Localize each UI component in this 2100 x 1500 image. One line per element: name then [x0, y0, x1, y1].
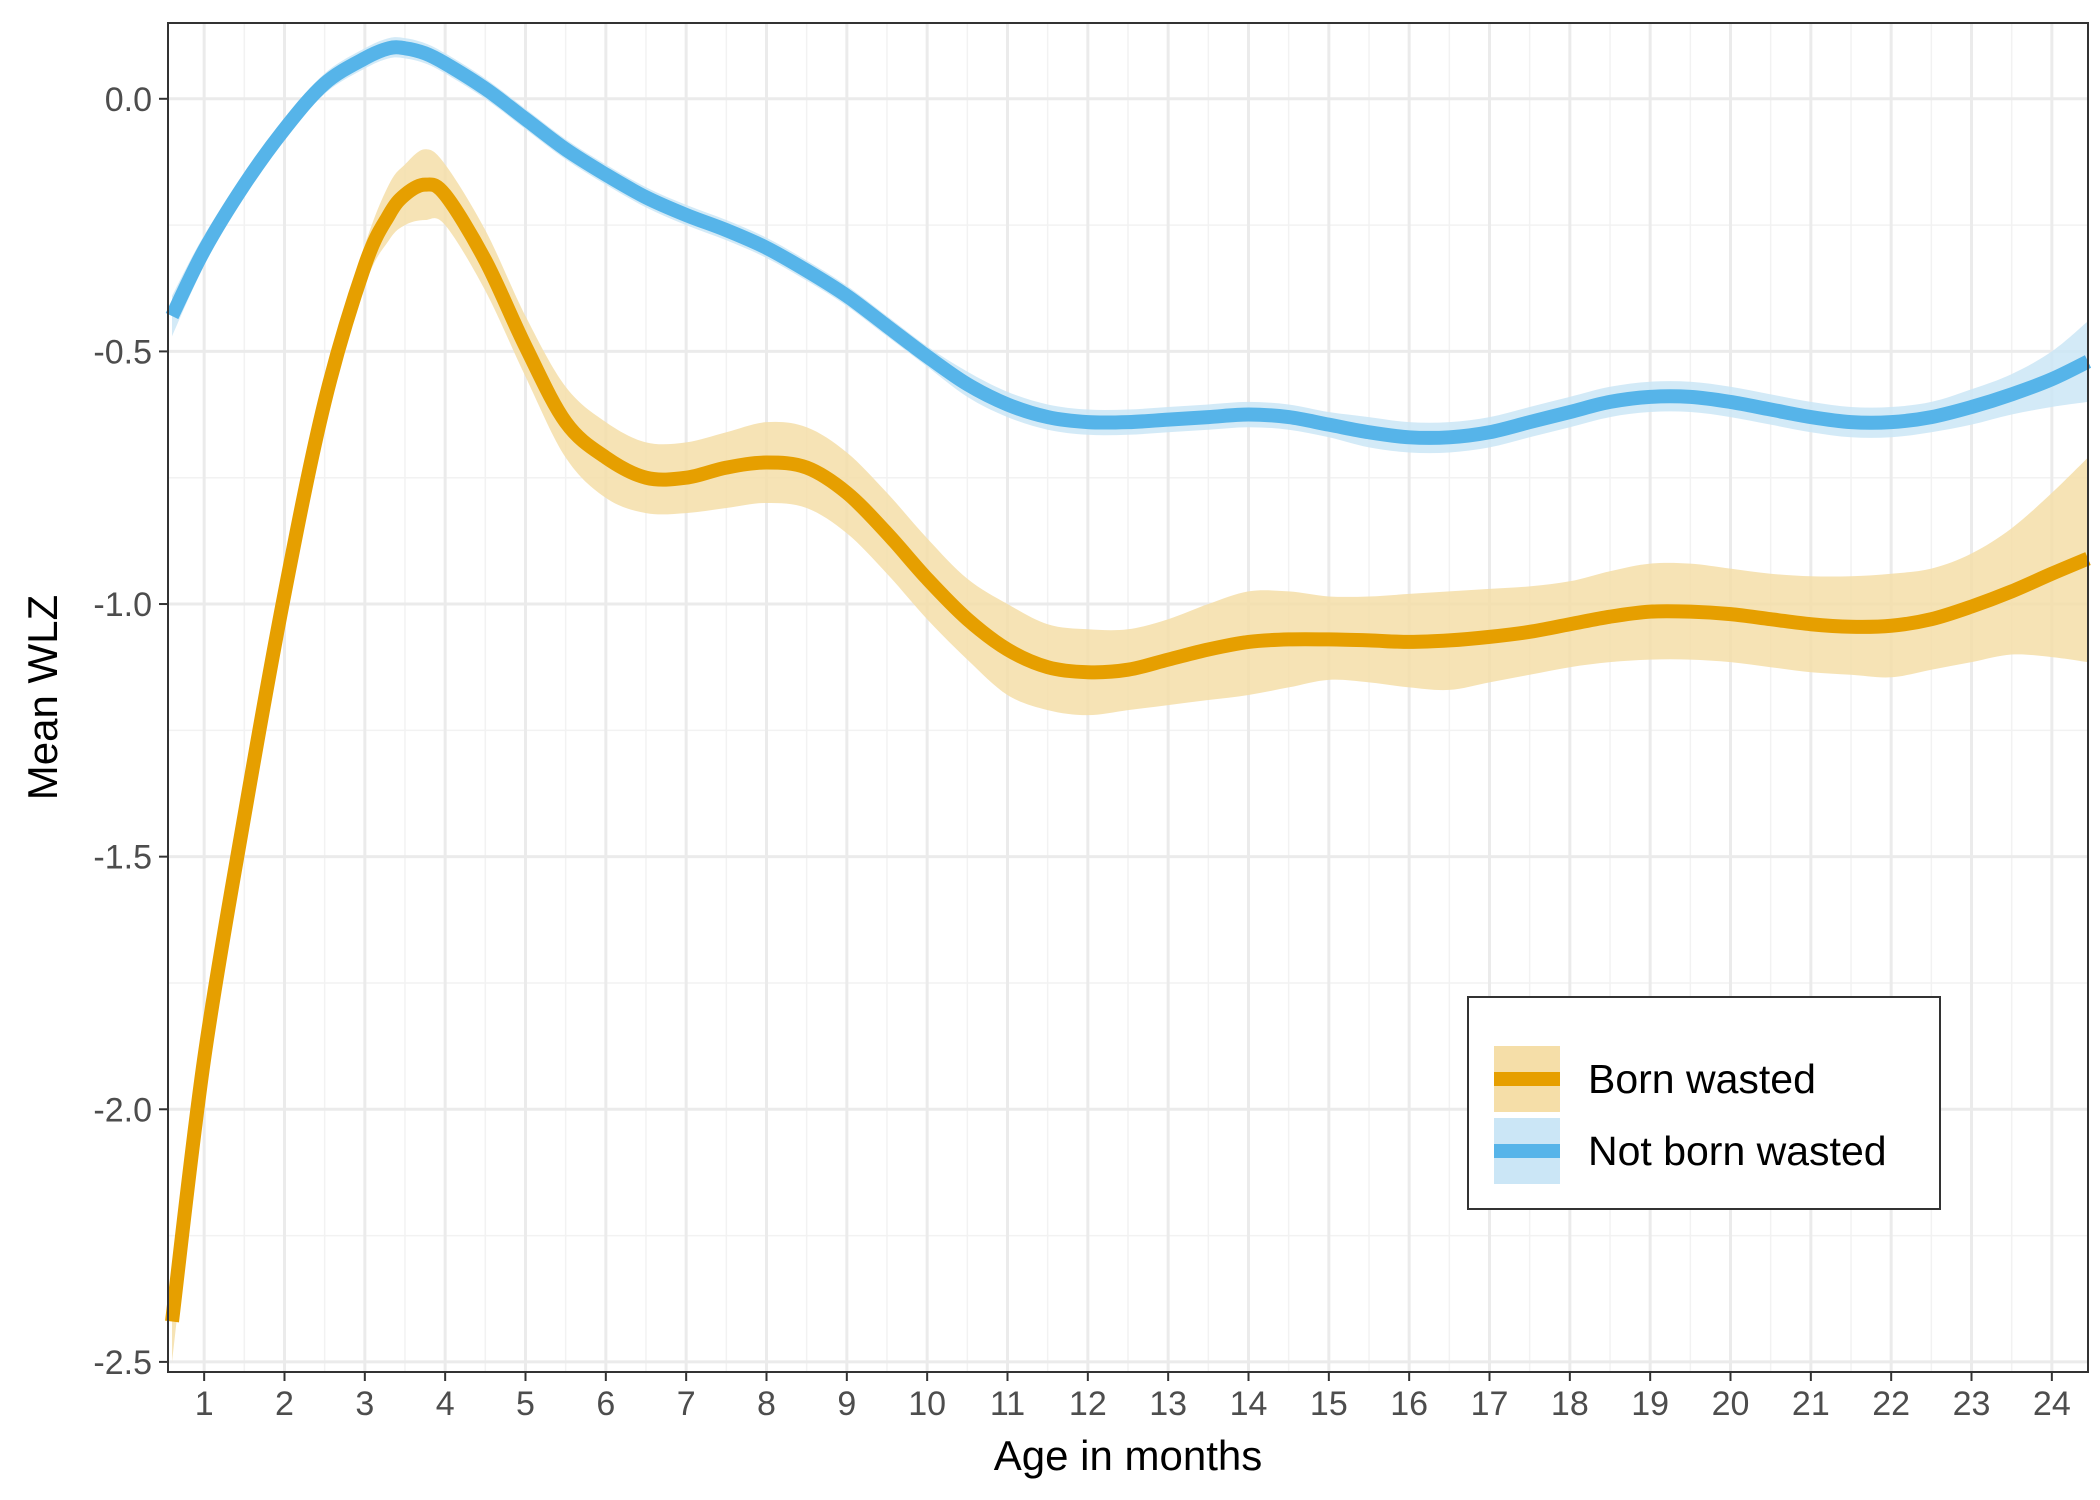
- x-tick-label: 8: [757, 1385, 776, 1423]
- legend-label-not-born-wasted: Not born wasted: [1588, 1128, 1887, 1174]
- y-tick-label: 0.0: [105, 81, 152, 119]
- x-tick-label: 24: [2033, 1385, 2071, 1423]
- x-tick-label: 20: [1712, 1385, 1750, 1423]
- x-tick-label: 3: [355, 1385, 374, 1423]
- y-tick-label: -1.5: [93, 839, 152, 877]
- y-tick-label: -2.5: [93, 1344, 152, 1382]
- plot-border: [167, 22, 2089, 1373]
- x-tick-label: 9: [837, 1385, 856, 1423]
- x-tick-label: 1: [195, 1385, 214, 1423]
- series-lines: [165, 40, 2092, 1323]
- y-axis-title: Mean WLZ: [19, 595, 66, 800]
- legend: Born wasted Not born wasted: [1467, 996, 1941, 1210]
- x-tick-label: 6: [596, 1385, 615, 1423]
- x-tick-label: 14: [1230, 1385, 1268, 1423]
- line-not-born-wasted: [165, 40, 2092, 445]
- x-tick-label: 19: [1631, 1385, 1669, 1423]
- x-tick-label: 7: [677, 1385, 696, 1423]
- line-born-wasted: [165, 177, 2091, 1323]
- x-tick-label: 2: [275, 1385, 294, 1423]
- x-tick-label: 22: [1872, 1385, 1910, 1423]
- x-tick-label: 12: [1069, 1385, 1107, 1423]
- x-axis: 1 2 3 4 5 6 7 8 9 10 11 12 13 14 15 16 17 18 19 20 21 22 23 24: [195, 1372, 2071, 1423]
- ribbon-not-born-wasted: [172, 37, 2088, 454]
- x-tick-label: 17: [1471, 1385, 1509, 1423]
- y-tick-label: -1.0: [93, 586, 152, 624]
- x-tick-label: 4: [436, 1385, 455, 1423]
- legend-label-born-wasted: Born wasted: [1588, 1056, 1816, 1102]
- x-axis-title: Age in months: [994, 1432, 1263, 1479]
- y-tick-label: -2.0: [93, 1091, 152, 1129]
- x-tick-label: 15: [1310, 1385, 1348, 1423]
- x-tick-label: 23: [1953, 1385, 1991, 1423]
- x-tick-label: 18: [1551, 1385, 1589, 1423]
- y-tick-label: -0.5: [93, 333, 152, 371]
- x-tick-label: 5: [516, 1385, 535, 1423]
- y-axis: 0.0 -0.5 -1.0 -1.5 -2.0 -2.5: [93, 81, 168, 1382]
- x-tick-label: 16: [1390, 1385, 1428, 1423]
- x-tick-label: 21: [1792, 1385, 1830, 1423]
- x-tick-label: 10: [908, 1385, 946, 1423]
- x-tick-label: 13: [1149, 1385, 1187, 1423]
- confidence-ribbons: [172, 37, 2088, 1362]
- x-tick-label: 11: [990, 1385, 1025, 1423]
- ribbon-born-wasted: [172, 149, 2088, 1362]
